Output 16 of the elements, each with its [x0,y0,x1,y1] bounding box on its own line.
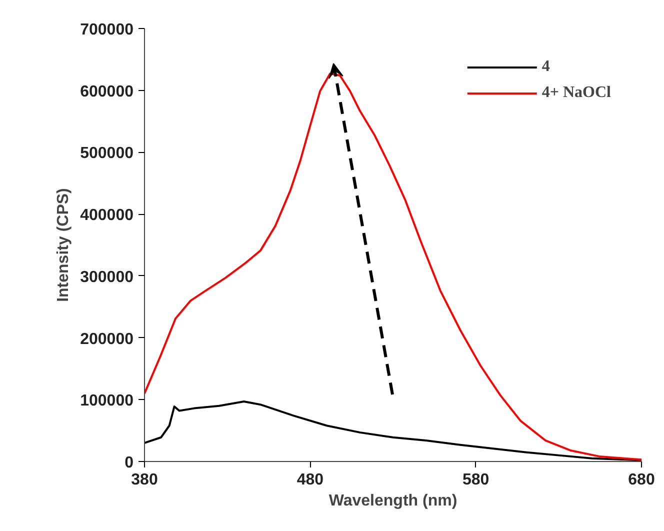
y-tick-label: 200000 [80,330,134,348]
y-axis-title: Intensity (CPS) [55,188,72,302]
y-tick-label: 0 [124,454,134,472]
x-tick-label: 480 [296,472,324,488]
y-tick-label: 700000 [80,22,134,38]
legend-label: 4+ NaOCl [542,84,611,102]
y-tick-label: 100000 [80,392,134,410]
x-tick-label: 580 [462,472,490,488]
legend-label: 4 [542,58,551,76]
y-tick-label: 500000 [80,145,134,162]
x-tick-label: 380 [131,472,158,488]
y-tick-label: 400000 [80,207,134,224]
y-tick-label: 300000 [80,268,134,286]
y-tick-label: 600000 [80,83,134,100]
x-tick-label: 680 [628,472,655,488]
x-axis-title: Wavelength (nm) [328,492,458,510]
